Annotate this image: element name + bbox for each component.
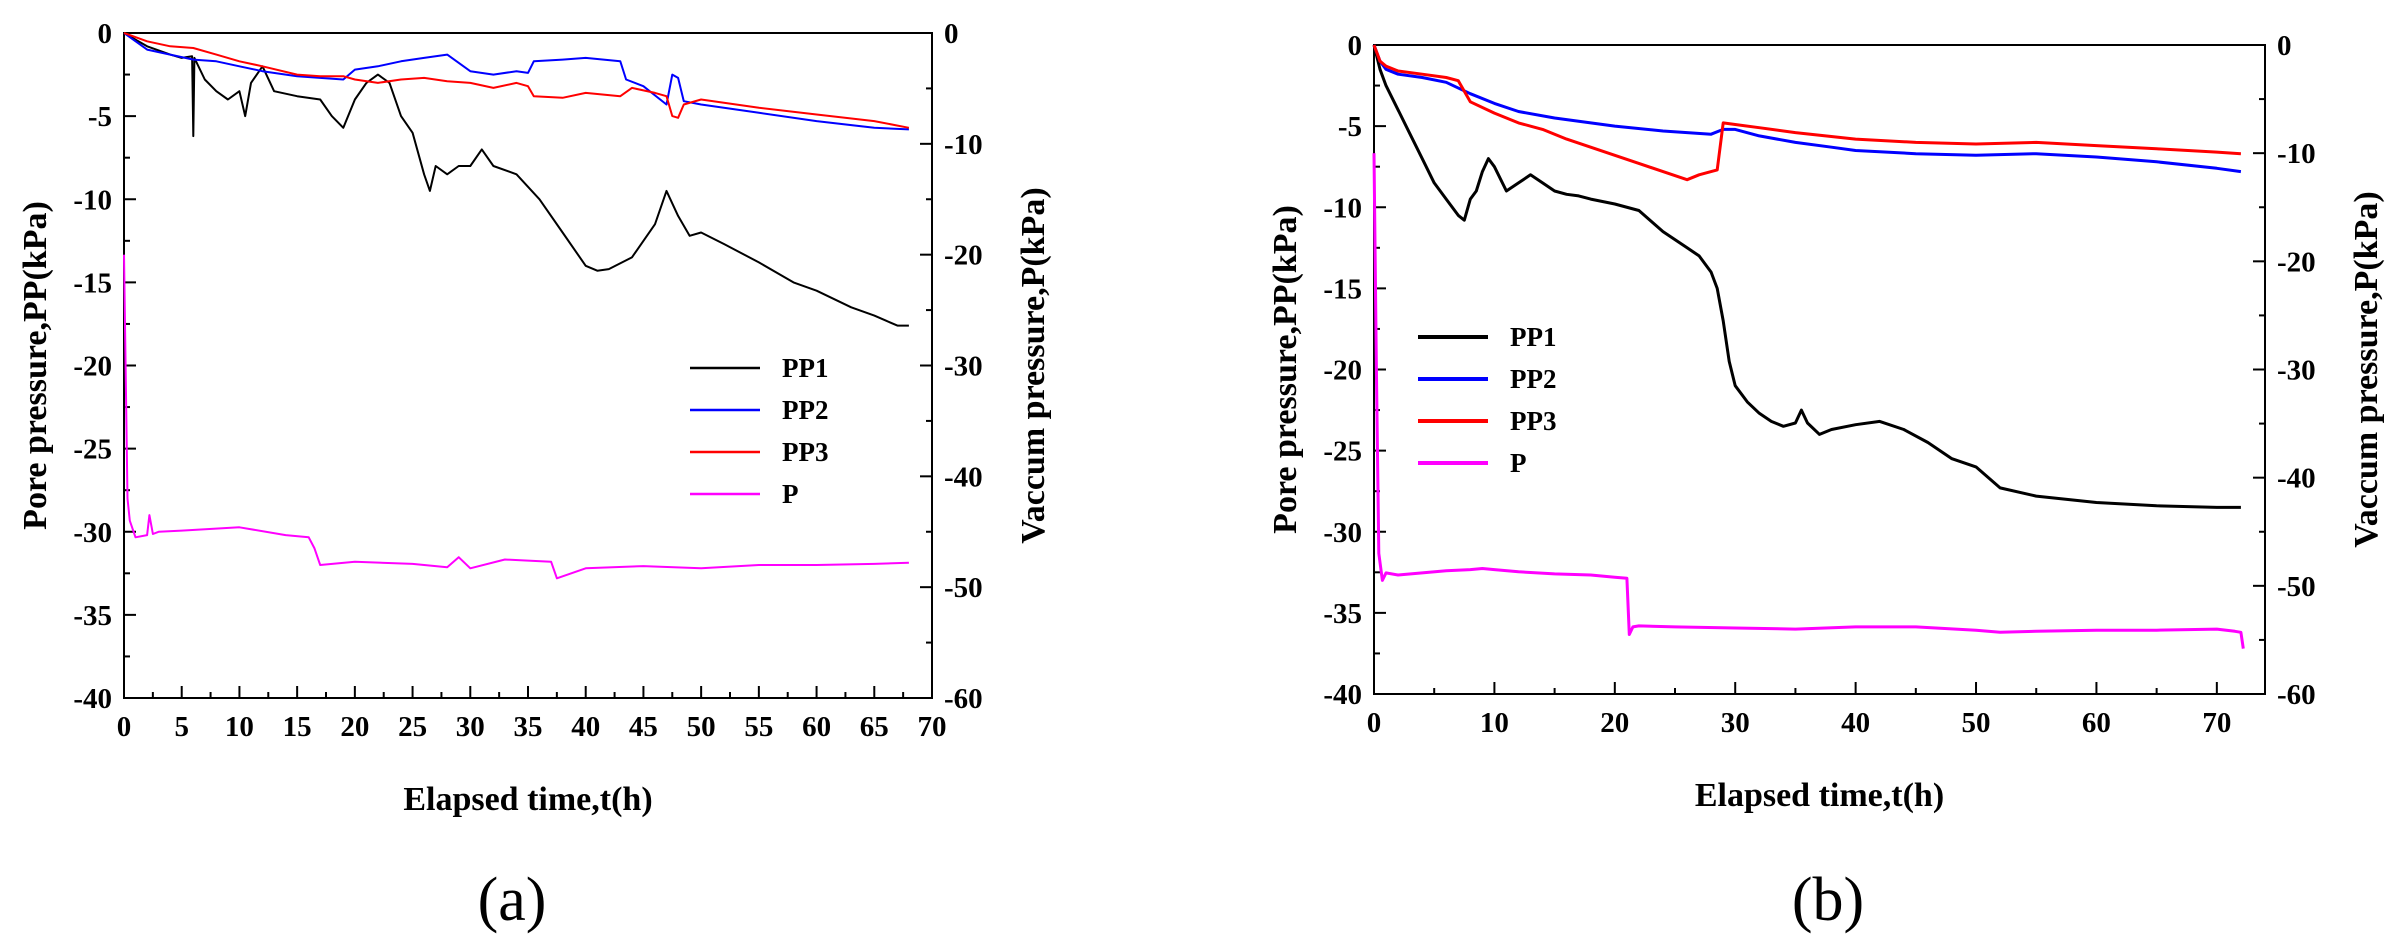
x-tick-label: 20 — [1600, 707, 1629, 739]
x-tick-label: 50 — [1962, 707, 1991, 739]
panel-label: (b) — [1792, 866, 1864, 934]
x-tick-label: 55 — [744, 711, 773, 743]
legend-label-p: P — [782, 479, 799, 509]
legend-label-pp3: PP3 — [1510, 406, 1557, 436]
x-tick-label: 15 — [283, 711, 312, 743]
y2-axis-label: Vaccum pressure,P(kPa) — [2348, 191, 2385, 547]
x-axis-label: Elapsed time,t(h) — [403, 781, 652, 818]
y-tick-label: -10 — [73, 184, 112, 216]
y-tick-label: -40 — [73, 683, 112, 715]
x-tick-label: 20 — [340, 711, 369, 743]
x-tick-label: 65 — [860, 711, 889, 743]
x-tick-label: 45 — [629, 711, 658, 743]
y-tick-label: -10 — [1323, 192, 1362, 224]
x-tick-label: 70 — [918, 711, 947, 743]
y2-tick-label: -30 — [944, 351, 983, 383]
y2-tick-label: -10 — [2277, 138, 2316, 170]
y2-tick-label: -50 — [944, 572, 983, 604]
y2-tick-label: 0 — [2277, 30, 2292, 62]
x-axis-label: Elapsed time,t(h) — [1695, 777, 1944, 814]
y2-tick-label: -20 — [944, 240, 983, 272]
chart-a: 0 5 10 15 20 25 30 35 40 45 50 55 60 65 70 0 -5 -10 -15 -20… — [17, 18, 1052, 934]
y-tick-label: -40 — [1323, 679, 1362, 711]
legend-label-pp2: PP2 — [782, 395, 829, 425]
y2-tick-label: -20 — [2277, 246, 2316, 278]
y2-tick-label: 0 — [944, 18, 959, 50]
y2-tick-label: -60 — [944, 683, 983, 715]
y2-tick-label: -40 — [2277, 463, 2316, 495]
chart-b: 0 10 20 30 40 50 60 700-5-10-15-20-25-30-35-400… — [1267, 30, 2385, 934]
y-tick-label: -30 — [73, 517, 112, 549]
y-tick-label: -35 — [73, 600, 112, 632]
y-tick-label: -20 — [1323, 355, 1362, 387]
y-tick-label: -25 — [1323, 436, 1362, 468]
y-tick-label: -30 — [1323, 517, 1362, 549]
y-axis-label: Pore pressure,PP(kPa) — [17, 201, 54, 530]
plot-frame — [1373, 44, 2266, 695]
x-tick-label: 10 — [1480, 707, 1509, 739]
series-line-p — [1372, 153, 2245, 649]
x-tick-label: 40 — [1841, 707, 1870, 739]
y2-tick-label: -10 — [944, 129, 983, 161]
y-tick-label: -25 — [73, 434, 112, 466]
series-line-p — [123, 254, 909, 580]
x-tick-label: 0 — [117, 711, 132, 743]
y-tick-label: 0 — [98, 18, 113, 50]
legend-label-pp3: PP3 — [782, 437, 829, 467]
y2-tick-label: -40 — [944, 461, 983, 493]
series-line-pp1 — [1372, 44, 2241, 509]
series-line-pp2 — [1372, 44, 2242, 174]
y-tick-label: -20 — [73, 351, 112, 383]
x-tick-label: 0 — [1367, 707, 1382, 739]
legend-label-pp1: PP1 — [1510, 322, 1557, 352]
x-tick-label: 35 — [514, 711, 543, 743]
y2-tick-label: -60 — [2277, 679, 2316, 711]
y-tick-label: -35 — [1323, 598, 1362, 630]
panel-label: (a) — [478, 866, 547, 934]
x-tick-label: 60 — [2082, 707, 2111, 739]
y2-tick-label: -50 — [2277, 571, 2316, 603]
series-line-pp1 — [123, 32, 909, 327]
x-tick-label: 60 — [802, 711, 831, 743]
x-tick-label: 25 — [398, 711, 427, 743]
series-line-pp3 — [1372, 44, 2241, 182]
legend-label-pp2: PP2 — [1510, 364, 1557, 394]
legend-label-p: P — [1510, 448, 1527, 478]
y-tick-label: -15 — [73, 267, 112, 299]
y2-axis-label: Vaccum pressure,P(kPa) — [1015, 187, 1052, 543]
y-tick-label: -5 — [1338, 111, 1362, 143]
x-tick-label: 30 — [456, 711, 485, 743]
y2-tick-label: -30 — [2277, 355, 2316, 387]
x-tick-label: 70 — [2202, 707, 2231, 739]
y-tick-label: -15 — [1323, 273, 1362, 305]
x-tick-label: 40 — [571, 711, 600, 743]
series-line-pp2 — [123, 32, 909, 131]
y-tick-label: -5 — [88, 101, 112, 133]
series-line-pp3 — [123, 32, 910, 129]
y-tick-label: 0 — [1348, 30, 1363, 62]
x-tick-label: 10 — [225, 711, 254, 743]
x-tick-label: 50 — [687, 711, 716, 743]
x-tick-label: 5 — [174, 711, 189, 743]
x-tick-label: 30 — [1721, 707, 1750, 739]
legend-label-pp1: PP1 — [782, 353, 829, 383]
y-axis-label: Pore pressure,PP(kPa) — [1267, 205, 1304, 534]
